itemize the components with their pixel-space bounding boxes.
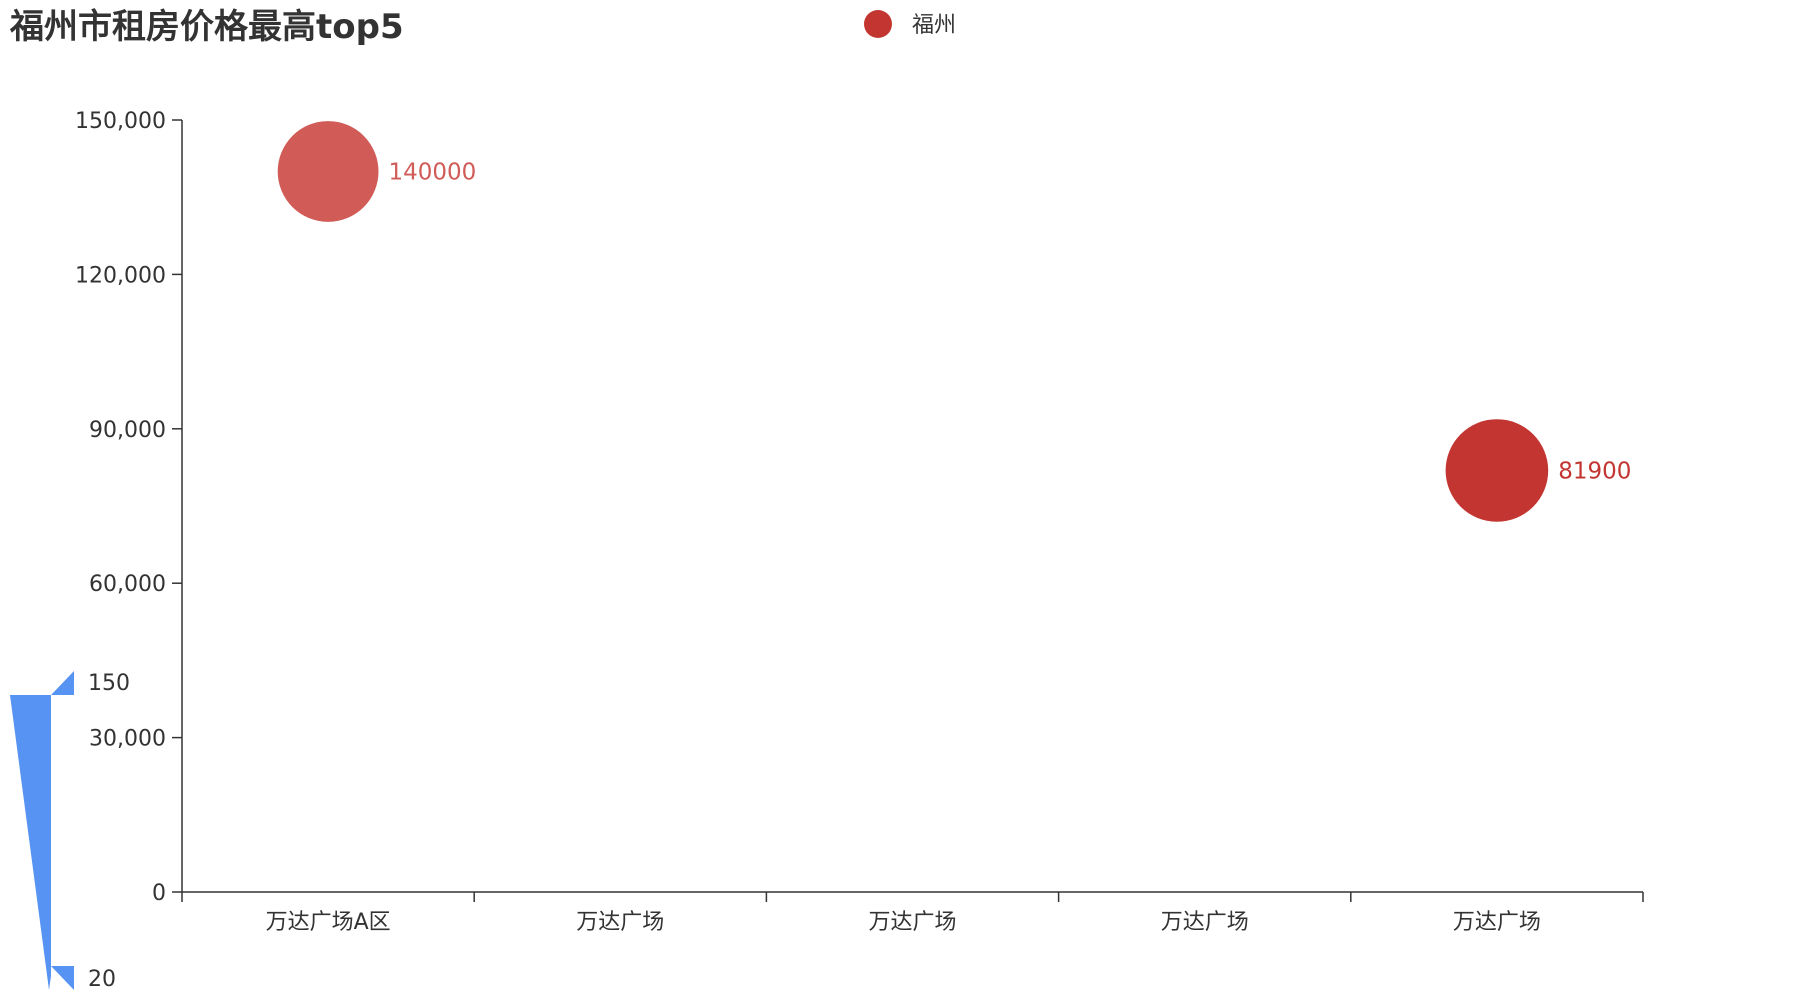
y-tick-label: 60,000 [89,572,166,597]
x-tick-label: 万达广场A区 [266,910,391,935]
bubbles: 140000 81900 [277,121,1631,522]
chart-title: 福州市租房价格最高top5 [9,7,404,47]
visual-map-handle-max[interactable] [51,671,74,695]
bubble-label: 140000 [389,159,477,185]
x-tick-label: 万达广场 [1453,910,1541,935]
visual-map[interactable]: 150 20 [10,671,130,992]
bubble-point [1445,419,1549,522]
x-tick-label: 万达广场 [1161,910,1249,935]
x-tick-label: 万达广场 [868,910,956,935]
y-tick-label: 90,000 [89,418,166,443]
y-tick-label: 0 [152,881,166,906]
bubble-point [277,121,379,222]
x-tick-label: 万达广场 [576,910,664,935]
bubble-label: 81900 [1558,458,1631,484]
legend[interactable]: 福州 [864,10,956,38]
visual-map-max-label: 150 [88,671,130,696]
y-tick-label: 120,000 [75,263,166,288]
visual-map-bar[interactable] [10,695,51,990]
visual-map-min-label: 20 [88,967,116,992]
y-axis: 0 30,000 60,000 90,000 120,000 150,000 [75,109,183,906]
legend-label[interactable]: 福州 [912,13,956,38]
visual-map-handle-min[interactable] [51,966,74,990]
y-tick-label: 30,000 [89,727,166,752]
legend-marker[interactable] [864,10,892,38]
y-tick-label: 150,000 [75,109,166,134]
x-axis: 万达广场A区 万达广场 万达广场 万达广场 万达广场 [181,891,1644,935]
